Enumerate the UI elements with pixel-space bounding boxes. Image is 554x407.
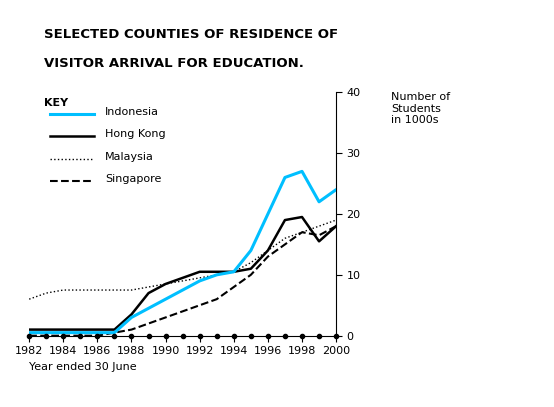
Y-axis label: Number of
Students
in 1000s: Number of Students in 1000s <box>391 92 450 125</box>
Text: SELECTED COUNTIES OF RESIDENCE OF: SELECTED COUNTIES OF RESIDENCE OF <box>44 28 338 42</box>
Text: Hong Kong: Hong Kong <box>105 129 166 139</box>
Text: Indonesia: Indonesia <box>105 107 159 117</box>
Text: KEY: KEY <box>44 98 69 108</box>
Text: Malaysia: Malaysia <box>105 152 154 162</box>
Text: Singapore: Singapore <box>105 174 162 184</box>
X-axis label: Year ended 30 June: Year ended 30 June <box>29 362 137 372</box>
Text: VISITOR ARRIVAL FOR EDUCATION.: VISITOR ARRIVAL FOR EDUCATION. <box>44 57 304 70</box>
